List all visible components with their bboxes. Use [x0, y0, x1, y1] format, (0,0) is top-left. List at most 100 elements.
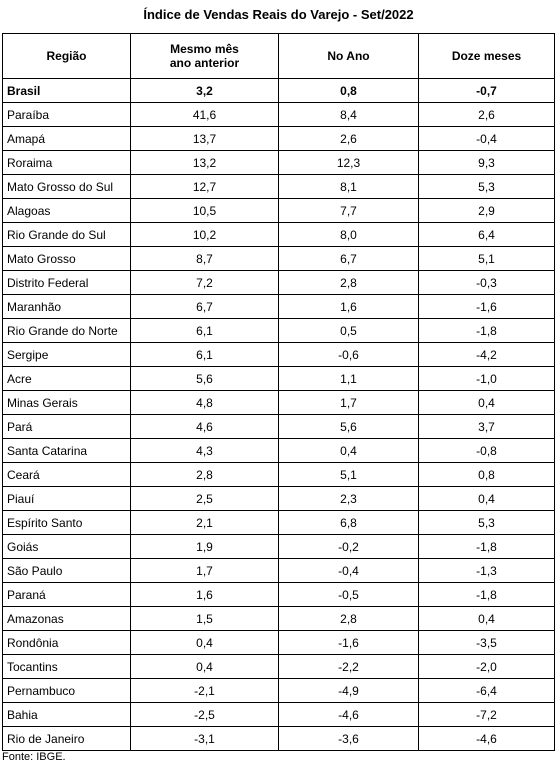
- region-cell: Mato Grosso do Sul: [2, 174, 131, 199]
- region-cell: Goiás: [2, 534, 131, 559]
- value-cell: -1,0: [418, 366, 555, 391]
- region-cell: Alagoas: [2, 198, 131, 223]
- region-cell: Tocantins: [2, 654, 131, 679]
- header-cell: No Ano: [278, 33, 419, 79]
- table-row: Sergipe 6,1 -0,6 -4,2: [2, 342, 555, 367]
- header-cell: Mesmo mês ano anterior: [130, 33, 279, 79]
- value-cell: -1,8: [418, 582, 555, 607]
- value-cell: -1,6: [278, 630, 419, 655]
- value-cell: -4,6: [418, 726, 555, 751]
- value-cell: 12,3: [278, 150, 419, 175]
- region-cell: Pernambuco: [2, 678, 131, 703]
- value-cell: -1,8: [418, 318, 555, 343]
- value-cell: -2,1: [130, 678, 279, 703]
- value-cell: 2,8: [278, 606, 419, 631]
- table-row: Ceará 2,8 5,1 0,8: [2, 462, 555, 487]
- value-cell: 0,4: [418, 390, 555, 415]
- table-row: Roraima 13,2 12,3 9,3: [2, 150, 555, 175]
- value-cell: -4,9: [278, 678, 419, 703]
- region-cell: Sergipe: [2, 342, 131, 367]
- value-cell: 5,3: [418, 510, 555, 535]
- value-cell: -2,2: [278, 654, 419, 679]
- region-cell: Piauí: [2, 486, 131, 511]
- value-cell: 3,7: [418, 414, 555, 439]
- region-cell: Rondônia: [2, 630, 131, 655]
- value-cell: -7,2: [418, 702, 555, 727]
- value-cell: 2,3: [278, 486, 419, 511]
- table-row: Amazonas 1,5 2,8 0,4: [2, 606, 555, 631]
- table-row: Rio de Janeiro -3,1 -3,6 -4,6: [2, 726, 555, 751]
- value-cell: 1,9: [130, 534, 279, 559]
- table-row: Pernambuco -2,1 -4,9 -6,4: [2, 678, 555, 703]
- value-cell: -0,2: [278, 534, 419, 559]
- table-row: Maranhão 6,7 1,6 -1,6: [2, 294, 555, 319]
- header-text: Doze meses: [451, 49, 522, 63]
- value-cell: 13,7: [130, 126, 279, 151]
- value-cell: 7,2: [130, 270, 279, 295]
- value-cell: -1,6: [418, 294, 555, 319]
- region-cell: Rio Grande do Norte: [2, 318, 131, 343]
- region-cell: Espírito Santo: [2, 510, 131, 535]
- region-cell: Minas Gerais: [2, 390, 131, 415]
- table-row: Santa Catarina 4,3 0,4 -0,8: [2, 438, 555, 463]
- table-row: Goiás 1,9 -0,2 -1,8: [2, 534, 555, 559]
- table-row: Distrito Federal 7,2 2,8 -0,3: [2, 270, 555, 295]
- value-cell: 5,3: [418, 174, 555, 199]
- value-cell: 0,8: [418, 462, 555, 487]
- table-row: Pará 4,6 5,6 3,7: [2, 414, 555, 439]
- value-cell: 5,6: [278, 414, 419, 439]
- value-cell: 8,0: [278, 222, 419, 247]
- table-row: Paraíba 41,6 8,4 2,6: [2, 102, 555, 127]
- value-cell: 5,1: [278, 462, 419, 487]
- source-note: Fonte: IBGE.: [2, 751, 66, 763]
- region-cell: Bahia: [2, 702, 131, 727]
- header-cell: Doze meses: [418, 33, 555, 79]
- table-row: Rio Grande do Sul 10,2 8,0 6,4: [2, 222, 555, 247]
- region-cell: Rio Grande do Sul: [2, 222, 131, 247]
- region-cell: Brasil: [2, 78, 131, 103]
- table-row: Espírito Santo 2,1 6,8 5,3: [2, 510, 555, 535]
- table-row: Bahia -2,5 -4,6 -7,2: [2, 702, 555, 727]
- value-cell: 4,8: [130, 390, 279, 415]
- value-cell: -3,1: [130, 726, 279, 751]
- value-cell: 5,1: [418, 246, 555, 271]
- value-cell: -4,6: [278, 702, 419, 727]
- region-cell: Roraima: [2, 150, 131, 175]
- value-cell: 9,3: [418, 150, 555, 175]
- value-cell: -6,4: [418, 678, 555, 703]
- table-title: Índice de Vendas Reais do Varejo - Set/2…: [143, 7, 414, 22]
- value-cell: 8,4: [278, 102, 419, 127]
- region-cell: Distrito Federal: [2, 270, 131, 295]
- value-cell: -0,5: [278, 582, 419, 607]
- table-row: Acre 5,6 1,1 -1,0: [2, 366, 555, 391]
- value-cell: -2,5: [130, 702, 279, 727]
- value-cell: 1,7: [278, 390, 419, 415]
- value-cell: 6,7: [130, 294, 279, 319]
- value-cell: 1,1: [278, 366, 419, 391]
- header-row: Região Mesmo mês ano anterior No Ano Doze m…: [2, 33, 555, 79]
- table-row: Minas Gerais 4,8 1,7 0,4: [2, 390, 555, 415]
- table-row: Piauí 2,5 2,3 0,4: [2, 486, 555, 511]
- sales-table: Região Mesmo mês ano anterior No Ano Doze m…: [2, 33, 555, 751]
- region-cell: Paraná: [2, 582, 131, 607]
- value-cell: 2,9: [418, 198, 555, 223]
- table-row: Rio Grande do Norte 6,1 0,5 -1,8: [2, 318, 555, 343]
- table-row: Amapá 13,7 2,6 -0,4: [2, 126, 555, 151]
- value-cell: 5,6: [130, 366, 279, 391]
- region-cell: Rio de Janeiro: [2, 726, 131, 751]
- region-cell: Paraíba: [2, 102, 131, 127]
- table-row: Mato Grosso do Sul 12,7 8,1 5,3: [2, 174, 555, 199]
- value-cell: 2,1: [130, 510, 279, 535]
- value-cell: 10,2: [130, 222, 279, 247]
- value-cell: 1,5: [130, 606, 279, 631]
- header-text: Região: [46, 49, 87, 63]
- value-cell: 3,2: [130, 78, 279, 103]
- table-row: Paraná 1,6 -0,5 -1,8: [2, 582, 555, 607]
- value-cell: 6,8: [278, 510, 419, 535]
- value-cell: 2,5: [130, 486, 279, 511]
- value-cell: 6,1: [130, 342, 279, 367]
- table-row: São Paulo 1,7 -0,4 -1,3: [2, 558, 555, 583]
- region-cell: Mato Grosso: [2, 246, 131, 271]
- value-cell: -4,2: [418, 342, 555, 367]
